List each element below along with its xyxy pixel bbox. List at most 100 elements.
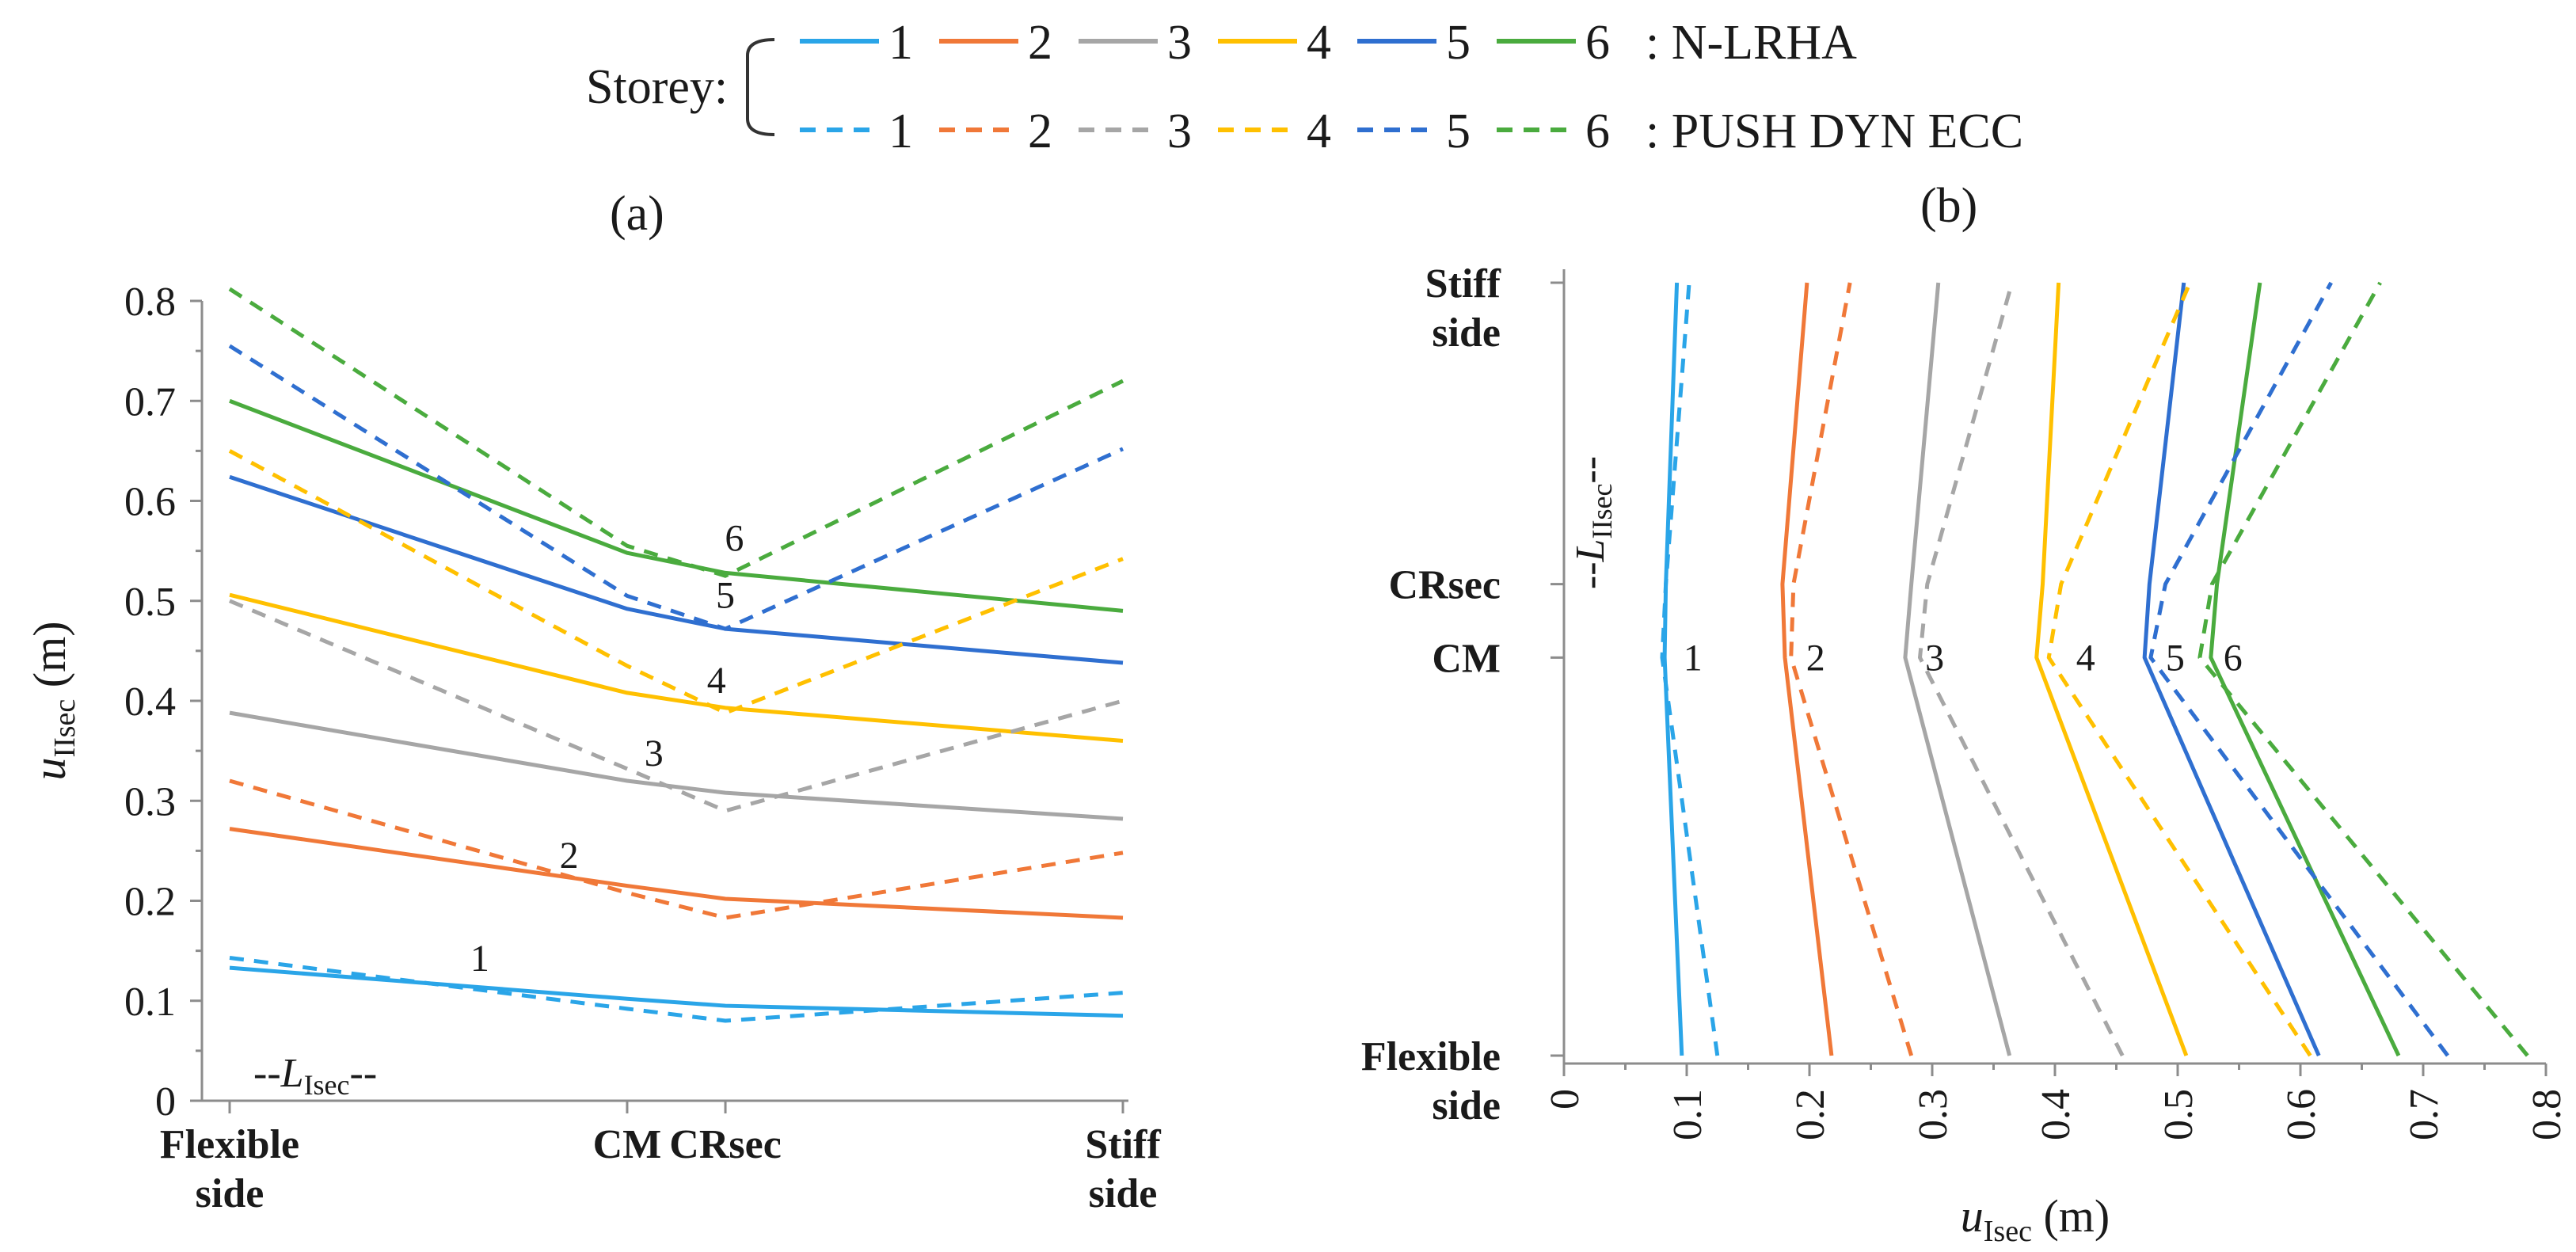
panel-a-x-category-label: CM: [593, 1122, 662, 1167]
panel-b-storey-annotation: 4: [2076, 637, 2095, 679]
panel-a-line-storey-3-dashed: [229, 599, 1124, 813]
panel-a-storey-annotation: 4: [707, 660, 726, 702]
panel-a-y-axis-title: uIIsec (m): [24, 621, 82, 780]
legend-solid-suffix: : N-LRHA: [1646, 16, 1857, 70]
panel-b-line-storey-1-solid: [1662, 282, 1684, 1056]
panel-b-line-storey-2-solid: [1780, 282, 1834, 1056]
panel-a-line-storey-3-solid: [229, 710, 1124, 821]
panel-b-line-storey-4-solid: [2034, 282, 2189, 1056]
panel-b-series: [1660, 281, 2529, 1057]
legend-number-1-solid: 1: [888, 16, 913, 70]
legend-number-1-dashed: 1: [888, 105, 913, 158]
panel-a-y-axis-title-unit: (m): [24, 621, 75, 698]
legend-number-3-solid: 3: [1167, 16, 1192, 70]
legend-rows: 1 1 2 2 3 3 4 4 5 5 6 6: [800, 16, 1610, 158]
panel-b-x-axis-title-unit: (m): [2032, 1190, 2110, 1242]
legend-number-2-dashed: 2: [1028, 105, 1052, 158]
legend-number-5-solid: 5: [1446, 16, 1471, 70]
panel-a-y-ticks: 0 0.1 0.2 0.3 0.4 0.5 0.6 0.7 0.8: [124, 280, 202, 1125]
panel-b-line-storey-4-dashed: [2046, 282, 2312, 1057]
panel-a-y-tick-label: 0.4: [124, 679, 176, 725]
panel-a-storey-annotation: 5: [716, 575, 735, 617]
panel-b-length-note-tail: --: [1568, 456, 1613, 484]
panel-b-x-tick-label: 0.8: [2525, 1089, 2570, 1140]
panel-b-y-category-label: side: [1432, 310, 1501, 356]
panel-b-x-tick-label: 0.6: [2279, 1089, 2324, 1140]
panel-a-length-note-main: --L: [253, 1051, 304, 1096]
legend-number-6-solid: 6: [1585, 16, 1610, 70]
panel-a-line-storey-2-solid: [229, 827, 1124, 920]
panel-b-x-tick-label: 0.1: [1665, 1089, 1710, 1140]
panel-b-line-storey-1-dashed: [1660, 282, 1720, 1056]
panel-b-x-tick-label: 0: [1543, 1089, 1588, 1109]
legend-number-5-dashed: 5: [1446, 105, 1471, 158]
panel-b-x-axis-title-sub: Isec: [1984, 1215, 2032, 1248]
panel-a-y-tick-label: 0.6: [124, 480, 176, 525]
panel-a-series: [228, 287, 1124, 1023]
panel-b-line-storey-3-dashed: [1918, 282, 2125, 1057]
panel-a-y-axis-title-main: u: [24, 758, 75, 781]
panel-a-storey-annotation: 3: [645, 733, 664, 774]
panel-b-x-ticks: 0 0.1 0.2 0.3 0.4 0.5 0.6 0.7 0.8: [1543, 1064, 2570, 1140]
panel-a-line-storey-4-dashed: [228, 449, 1124, 715]
panel-b-x-axis-title-main: u: [1961, 1190, 1984, 1242]
panel-a-length-note-sub: Isec: [304, 1069, 350, 1101]
panel-b-storey-annotation: 1: [1684, 637, 1703, 679]
panel-b-x-tick-label: 0.7: [2402, 1089, 2447, 1140]
panel-b-x-tick-label: 0.5: [2156, 1089, 2201, 1140]
panel-a-line-storey-1-dashed: [229, 955, 1124, 1023]
panel-b-line-storey-5-dashed: [2148, 281, 2450, 1057]
panel-a-storey-annotation: 1: [470, 938, 489, 980]
panel-a-x-category-label: Stiff: [1085, 1122, 1161, 1167]
legend-number-6-dashed: 6: [1585, 105, 1610, 158]
panel-a-y-tick-label: 0.1: [124, 980, 176, 1025]
panel-a-y-tick-label: 0.3: [124, 779, 176, 824]
panel-b-line-storey-3-solid: [1903, 282, 2012, 1056]
panel-b-y-category-label: CM: [1432, 636, 1501, 681]
panel-a-x-category-label: Flexible: [160, 1122, 299, 1167]
legend-number-4-dashed: 4: [1307, 105, 1331, 158]
panel-a-y-tick-label: 0.7: [124, 379, 176, 424]
panel-b-storey-annotation: 6: [2224, 637, 2243, 679]
panel-a: 00.10.20.30.40.50.60.70.8 FlexiblesideCM…: [24, 280, 1161, 1216]
panel-a-x-category-label: side: [196, 1171, 264, 1216]
panel-b-length-note-sub: IIsec: [1586, 484, 1618, 539]
panel-b-label: (b): [1920, 179, 1977, 233]
legend-label: Storey:: [586, 60, 728, 114]
panel-a-line-storey-4-solid: [229, 592, 1124, 743]
legend-number-4-solid: 4: [1307, 16, 1331, 70]
panel-a-line-storey-2-dashed: [229, 778, 1124, 920]
panel-a-label: (a): [610, 187, 664, 241]
legend-number-2-solid: 2: [1028, 16, 1052, 70]
legend-dashed-suffix: : PUSH DYN ECC: [1646, 105, 2023, 158]
panel-b-x-tick-label: 0.4: [2034, 1089, 2079, 1140]
panel-a-line-storey-6-dashed: [228, 287, 1124, 578]
panel-a-storey-annotation: 2: [560, 835, 579, 877]
panel-a-y-tick-label: 0.8: [124, 280, 176, 325]
panel-a-y-tick-label: 0.2: [124, 880, 176, 925]
panel-b-y-category-label: Flexible: [1361, 1034, 1501, 1079]
panel-b-length-note-main: --L: [1568, 539, 1613, 590]
panel-b-line-storey-5-solid: [2142, 282, 2321, 1057]
panel-b-x-tick-label: 0.3: [1911, 1089, 1956, 1140]
panel-b-y-category-label: Stiff: [1425, 261, 1501, 306]
panel-a-y-tick-label: 0: [155, 1079, 176, 1125]
legend-number-3-dashed: 3: [1167, 105, 1192, 158]
panel-a-x-category-label: side: [1089, 1171, 1158, 1216]
legend: Storey: 1 1 2 2 3 3 4 4 5 5 6 6 : N-LRHA : PUSH DYN…: [586, 16, 2023, 158]
legend-bracket: [746, 38, 775, 136]
panel-a-length-note-tail: --: [350, 1051, 378, 1096]
panel-b-line-storey-6-solid: [2209, 282, 2401, 1057]
panel-a-x-category-label: CRsec: [669, 1122, 782, 1167]
panel-b-length-note: --LIIsec--: [1568, 456, 1618, 589]
panel-a-length-note: --LIsec--: [253, 1051, 377, 1101]
panel-a-annotations: 1 2 3 4 5 6: [470, 518, 744, 980]
panel-a-storey-annotation: 6: [725, 518, 744, 560]
panel-b-storey-annotation: 2: [1806, 637, 1825, 679]
panel-b-line-storey-2-dashed: [1789, 282, 1914, 1056]
panel-a-line-storey-5-dashed: [228, 344, 1124, 631]
